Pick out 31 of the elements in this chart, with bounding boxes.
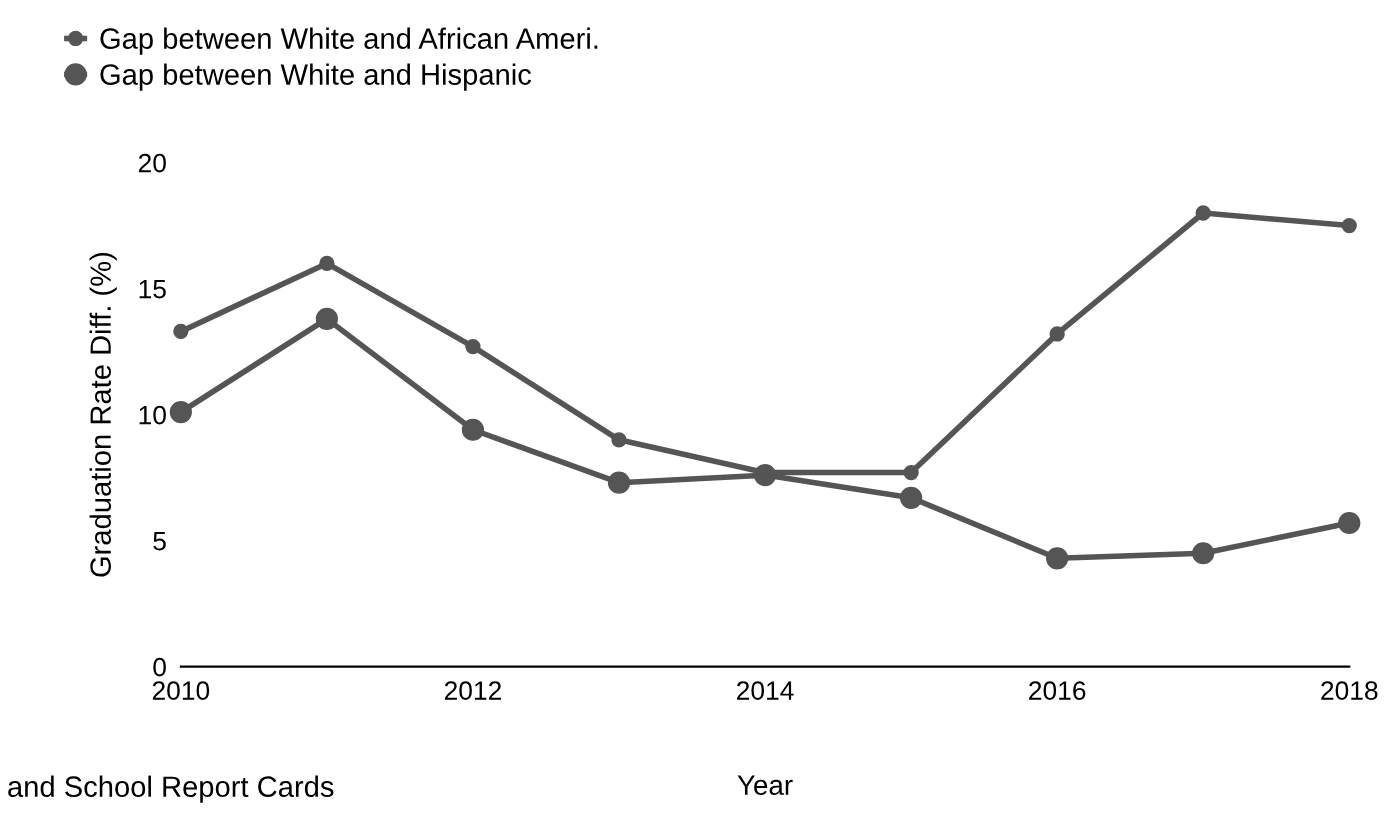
point [1192,542,1215,565]
x-axis-title: Year [737,775,793,795]
x-tick-label: 2016 [1029,681,1086,700]
point [1338,511,1361,535]
point [607,471,631,494]
x-tick-label: 2012 [444,681,501,700]
point [319,255,335,272]
point [173,323,189,340]
legend-label: Gap between White and Hispanic [100,63,532,91]
point [461,418,485,441]
point [903,464,919,481]
x-tick-label: 2018 [1321,681,1378,700]
point [1341,217,1357,234]
point [465,338,481,355]
point [899,486,923,509]
y-tick-label: 10 [139,405,166,425]
y-tick-label: 5 [153,532,166,551]
text: and School Report Cards [8,775,334,803]
point [169,400,192,424]
point [315,307,338,330]
y-tick-label: 15 [139,280,166,299]
legend-label: Gap between White and African Ameri. [100,27,598,55]
point [1046,547,1069,570]
point [1049,326,1065,342]
x-tick-label: 2010 [152,681,210,700]
y-tick-label: 20 [138,153,166,173]
y-axis-title: Graduation Rate Diff. (%) [89,252,117,577]
y-tick-label: 0 [153,657,166,677]
point [1195,205,1211,221]
x-tick-label: 2014 [737,681,794,700]
point [611,432,627,448]
